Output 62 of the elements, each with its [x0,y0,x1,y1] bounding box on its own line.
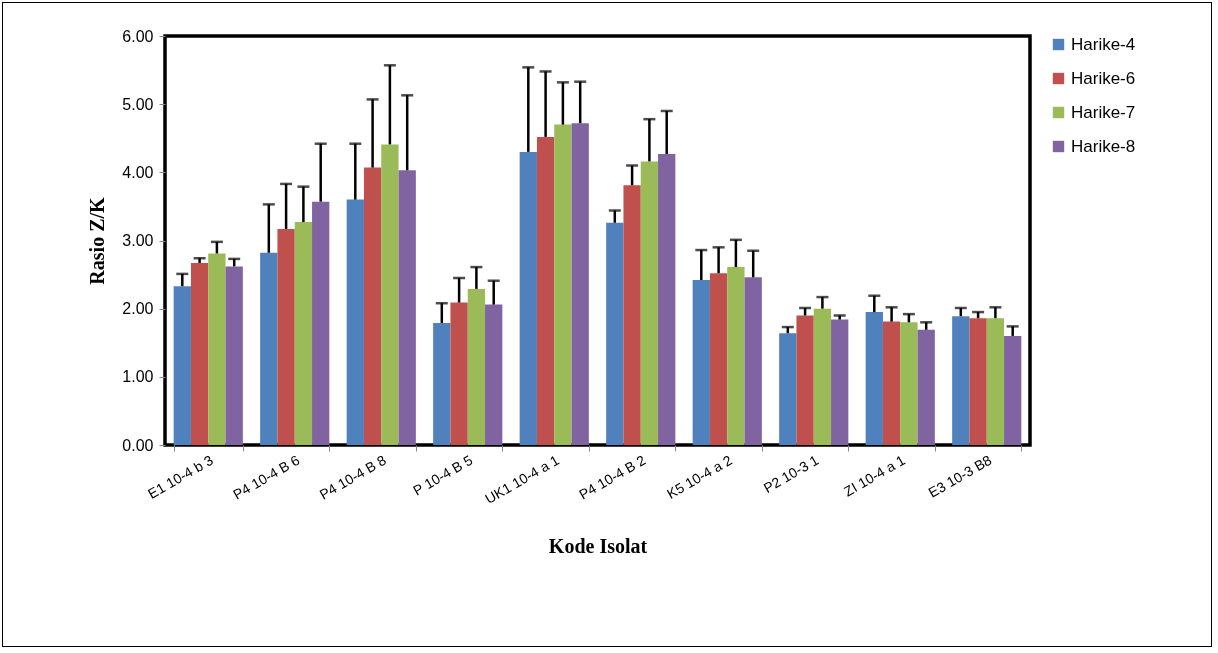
bar [294,222,313,445]
bar [900,322,918,445]
y-tick-label: 2.00 [122,300,154,318]
bar [312,201,330,445]
x-tick-label: E1 10-4 b 3 [145,451,216,502]
bar [225,266,243,445]
bar [277,228,295,445]
y-tick-label: 5.00 [122,95,154,113]
x-tick-label: E3 10-3 B8 [925,451,995,501]
bar [485,304,503,445]
x-axis-title: Kode Isolat [548,534,648,557]
x-tick-label: UK1 10-4 a 1 [482,451,562,507]
bar [882,321,901,445]
y-tick-label: 6.00 [122,27,154,45]
bar [519,151,537,445]
bar [727,267,745,445]
y-tick-label: 4.00 [122,163,154,181]
bar [779,333,797,445]
bar [640,161,659,445]
bar [450,302,468,445]
bar [208,253,226,445]
bar [796,315,814,445]
legend-label: Harike-4 [1071,34,1136,54]
y-tick-label: 1.00 [122,368,154,386]
x-tick-label: ZI 10-4 a 1 [841,451,908,500]
bar [363,167,382,445]
bar [554,124,572,445]
bar [260,252,278,445]
bar [381,144,399,445]
bar [744,277,762,445]
bar [692,280,710,445]
bar [536,136,555,445]
legend-label: Harike-8 [1071,136,1136,156]
bar [571,123,589,445]
bar [398,170,416,445]
x-tick-label: P4 10-4 B 6 [230,451,303,503]
bar [623,185,641,445]
bar [813,308,832,445]
bar [865,312,883,445]
bar [433,322,451,445]
bar [346,199,364,445]
bar [606,222,624,445]
bar [952,316,970,445]
bar [969,318,987,445]
y-tick-label: 3.00 [122,232,154,249]
bar [986,318,1005,445]
bar [658,153,676,445]
y-axis-title: Rasio Z/K [86,196,109,285]
x-tick-label: K5 10-4 a 2 [664,451,735,502]
bar [1004,335,1022,445]
legend-label: Harike-7 [1071,102,1136,122]
bar [173,286,191,445]
bar [709,273,728,445]
y-tick-label: 0.00 [122,436,154,454]
x-tick-label: P 10-4 B 5 [410,451,476,499]
legend-label: Harike-6 [1071,68,1136,88]
bar [917,329,935,445]
bar [190,263,209,445]
x-tick-label: P2 10-3 1 [760,451,822,496]
x-tick-label: P4 10-4 B 8 [316,451,389,503]
x-tick-label: P4 10-4 B 2 [576,451,649,503]
bar [467,288,486,445]
